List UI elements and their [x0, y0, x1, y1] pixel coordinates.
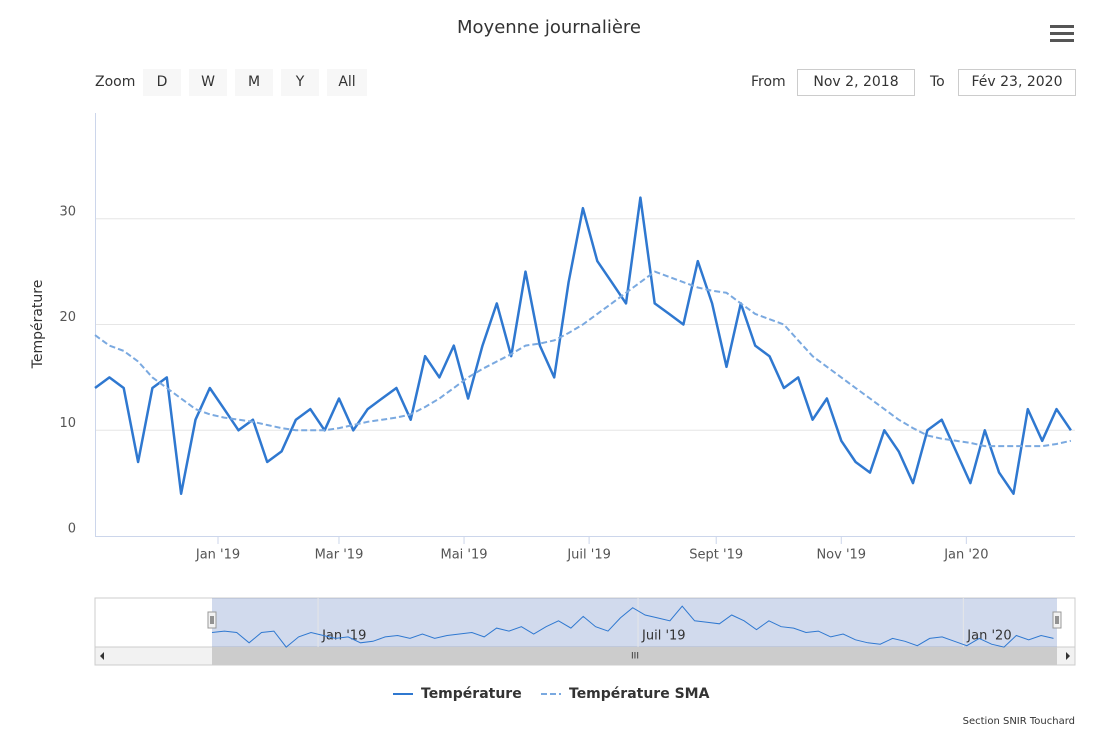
- zoom-label: Zoom: [95, 74, 135, 90]
- y-axis-title: Température: [30, 280, 46, 370]
- x-tick-label: Sept '19: [689, 548, 743, 563]
- scroll-left[interactable]: [100, 652, 104, 660]
- zoom-button-label[interactable]: W: [201, 74, 215, 90]
- x-tick-label: Jan '20: [943, 548, 988, 563]
- y-tick-label: 30: [59, 204, 76, 219]
- to-value[interactable]: Fév 23, 2020: [972, 74, 1063, 90]
- zoom-button-label[interactable]: D: [157, 74, 168, 90]
- navigator-handle[interactable]: [207, 611, 217, 629]
- x-tick-label: Jan '19: [195, 548, 240, 563]
- navigator-handle[interactable]: [1052, 611, 1062, 629]
- zoom-button[interactable]: [327, 69, 367, 96]
- navigator: [94, 597, 1076, 648]
- legend-label[interactable]: Température: [421, 686, 522, 702]
- navigator-tick-label: Jan '19: [321, 629, 366, 644]
- chart-title: Moyenne journalière: [457, 17, 641, 38]
- zoom-button[interactable]: [281, 69, 319, 96]
- x-tick-label: Nov '19: [816, 548, 866, 563]
- x-tick-label: Mai '19: [441, 548, 488, 563]
- from-value[interactable]: Nov 2, 2018: [813, 74, 898, 90]
- scrollbar-thumb[interactable]: [212, 647, 1057, 665]
- legend-label[interactable]: Température SMA: [569, 686, 710, 702]
- navigator-series: [211, 605, 1054, 648]
- to-input[interactable]: [958, 69, 1076, 96]
- y-tick-label: 0: [68, 522, 76, 537]
- navigator-tick-label: Juil '19: [641, 629, 686, 644]
- zoom-button-label[interactable]: All: [338, 74, 355, 90]
- scroll-right[interactable]: [1066, 652, 1070, 660]
- y-tick-label: 20: [59, 310, 76, 325]
- x-tick-label: Mar '19: [315, 548, 364, 563]
- zoom-button[interactable]: [235, 69, 273, 96]
- series-line: [94, 270, 1072, 448]
- navigator-tick-label: Jan '20: [966, 629, 1011, 644]
- scrollbar-grip: III: [631, 652, 639, 662]
- menu-button[interactable]: [1050, 25, 1074, 42]
- from-input[interactable]: [797, 69, 915, 96]
- to-label: To: [929, 74, 945, 90]
- zoom-button-label[interactable]: Y: [295, 74, 305, 90]
- zoom-button[interactable]: [189, 69, 227, 96]
- series-line: [94, 196, 1072, 495]
- zoom-button-label[interactable]: M: [248, 74, 260, 90]
- x-tick-label: Juil '19: [566, 548, 611, 563]
- y-tick-label: 10: [59, 416, 76, 431]
- from-label: From: [751, 74, 786, 90]
- zoom-button[interactable]: [143, 69, 181, 96]
- credits: Section SNIR Touchard: [963, 716, 1075, 727]
